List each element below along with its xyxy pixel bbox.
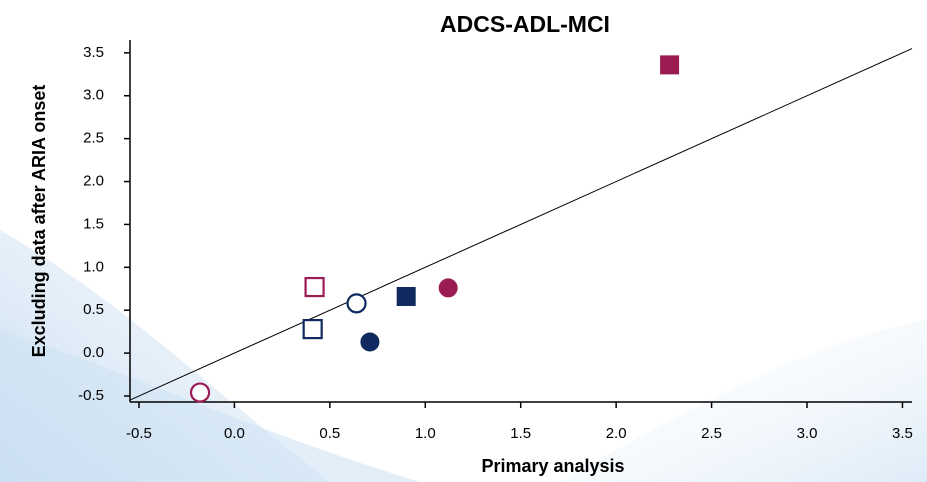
y-tick-label: 1.0 <box>83 258 104 275</box>
point <box>189 382 211 403</box>
x-tick-label: 0.5 <box>319 425 340 442</box>
point <box>660 55 680 75</box>
chart-title: ADCS-ADL-MCI <box>440 11 610 37</box>
background-swoosh <box>0 330 420 482</box>
point <box>304 276 325 298</box>
y-tick-label: 2.0 <box>83 173 104 190</box>
x-tick-label: 2.0 <box>606 425 627 442</box>
point <box>346 293 367 314</box>
y-tick-label: 0.0 <box>83 344 104 361</box>
x-tick-label: 3.5 <box>892 425 913 442</box>
y-tick-label: 0.5 <box>83 301 104 318</box>
point <box>438 278 458 298</box>
y-tick-label: -0.5 <box>78 387 104 404</box>
x-axis-label: Primary analysis <box>481 456 624 476</box>
x-tick-label: 0.0 <box>224 425 245 442</box>
y-tick-label: 3.5 <box>83 44 104 61</box>
background-swoosh <box>560 320 927 482</box>
point <box>360 332 380 352</box>
y-tick-label: 2.5 <box>83 130 104 147</box>
identity-line <box>129 48 913 401</box>
point <box>396 286 416 306</box>
x-tick-label: 3.0 <box>797 425 818 442</box>
x-tick-label: 2.5 <box>701 425 722 442</box>
y-tick-label: 1.5 <box>83 215 104 232</box>
x-tick-label: -0.5 <box>126 425 152 442</box>
x-tick-label: 1.5 <box>510 425 531 442</box>
point <box>302 318 323 340</box>
x-tick-label: 1.0 <box>415 425 436 442</box>
y-axis-label: Excluding data after ARIA onset <box>29 85 49 358</box>
y-tick-label: 3.0 <box>83 87 104 104</box>
